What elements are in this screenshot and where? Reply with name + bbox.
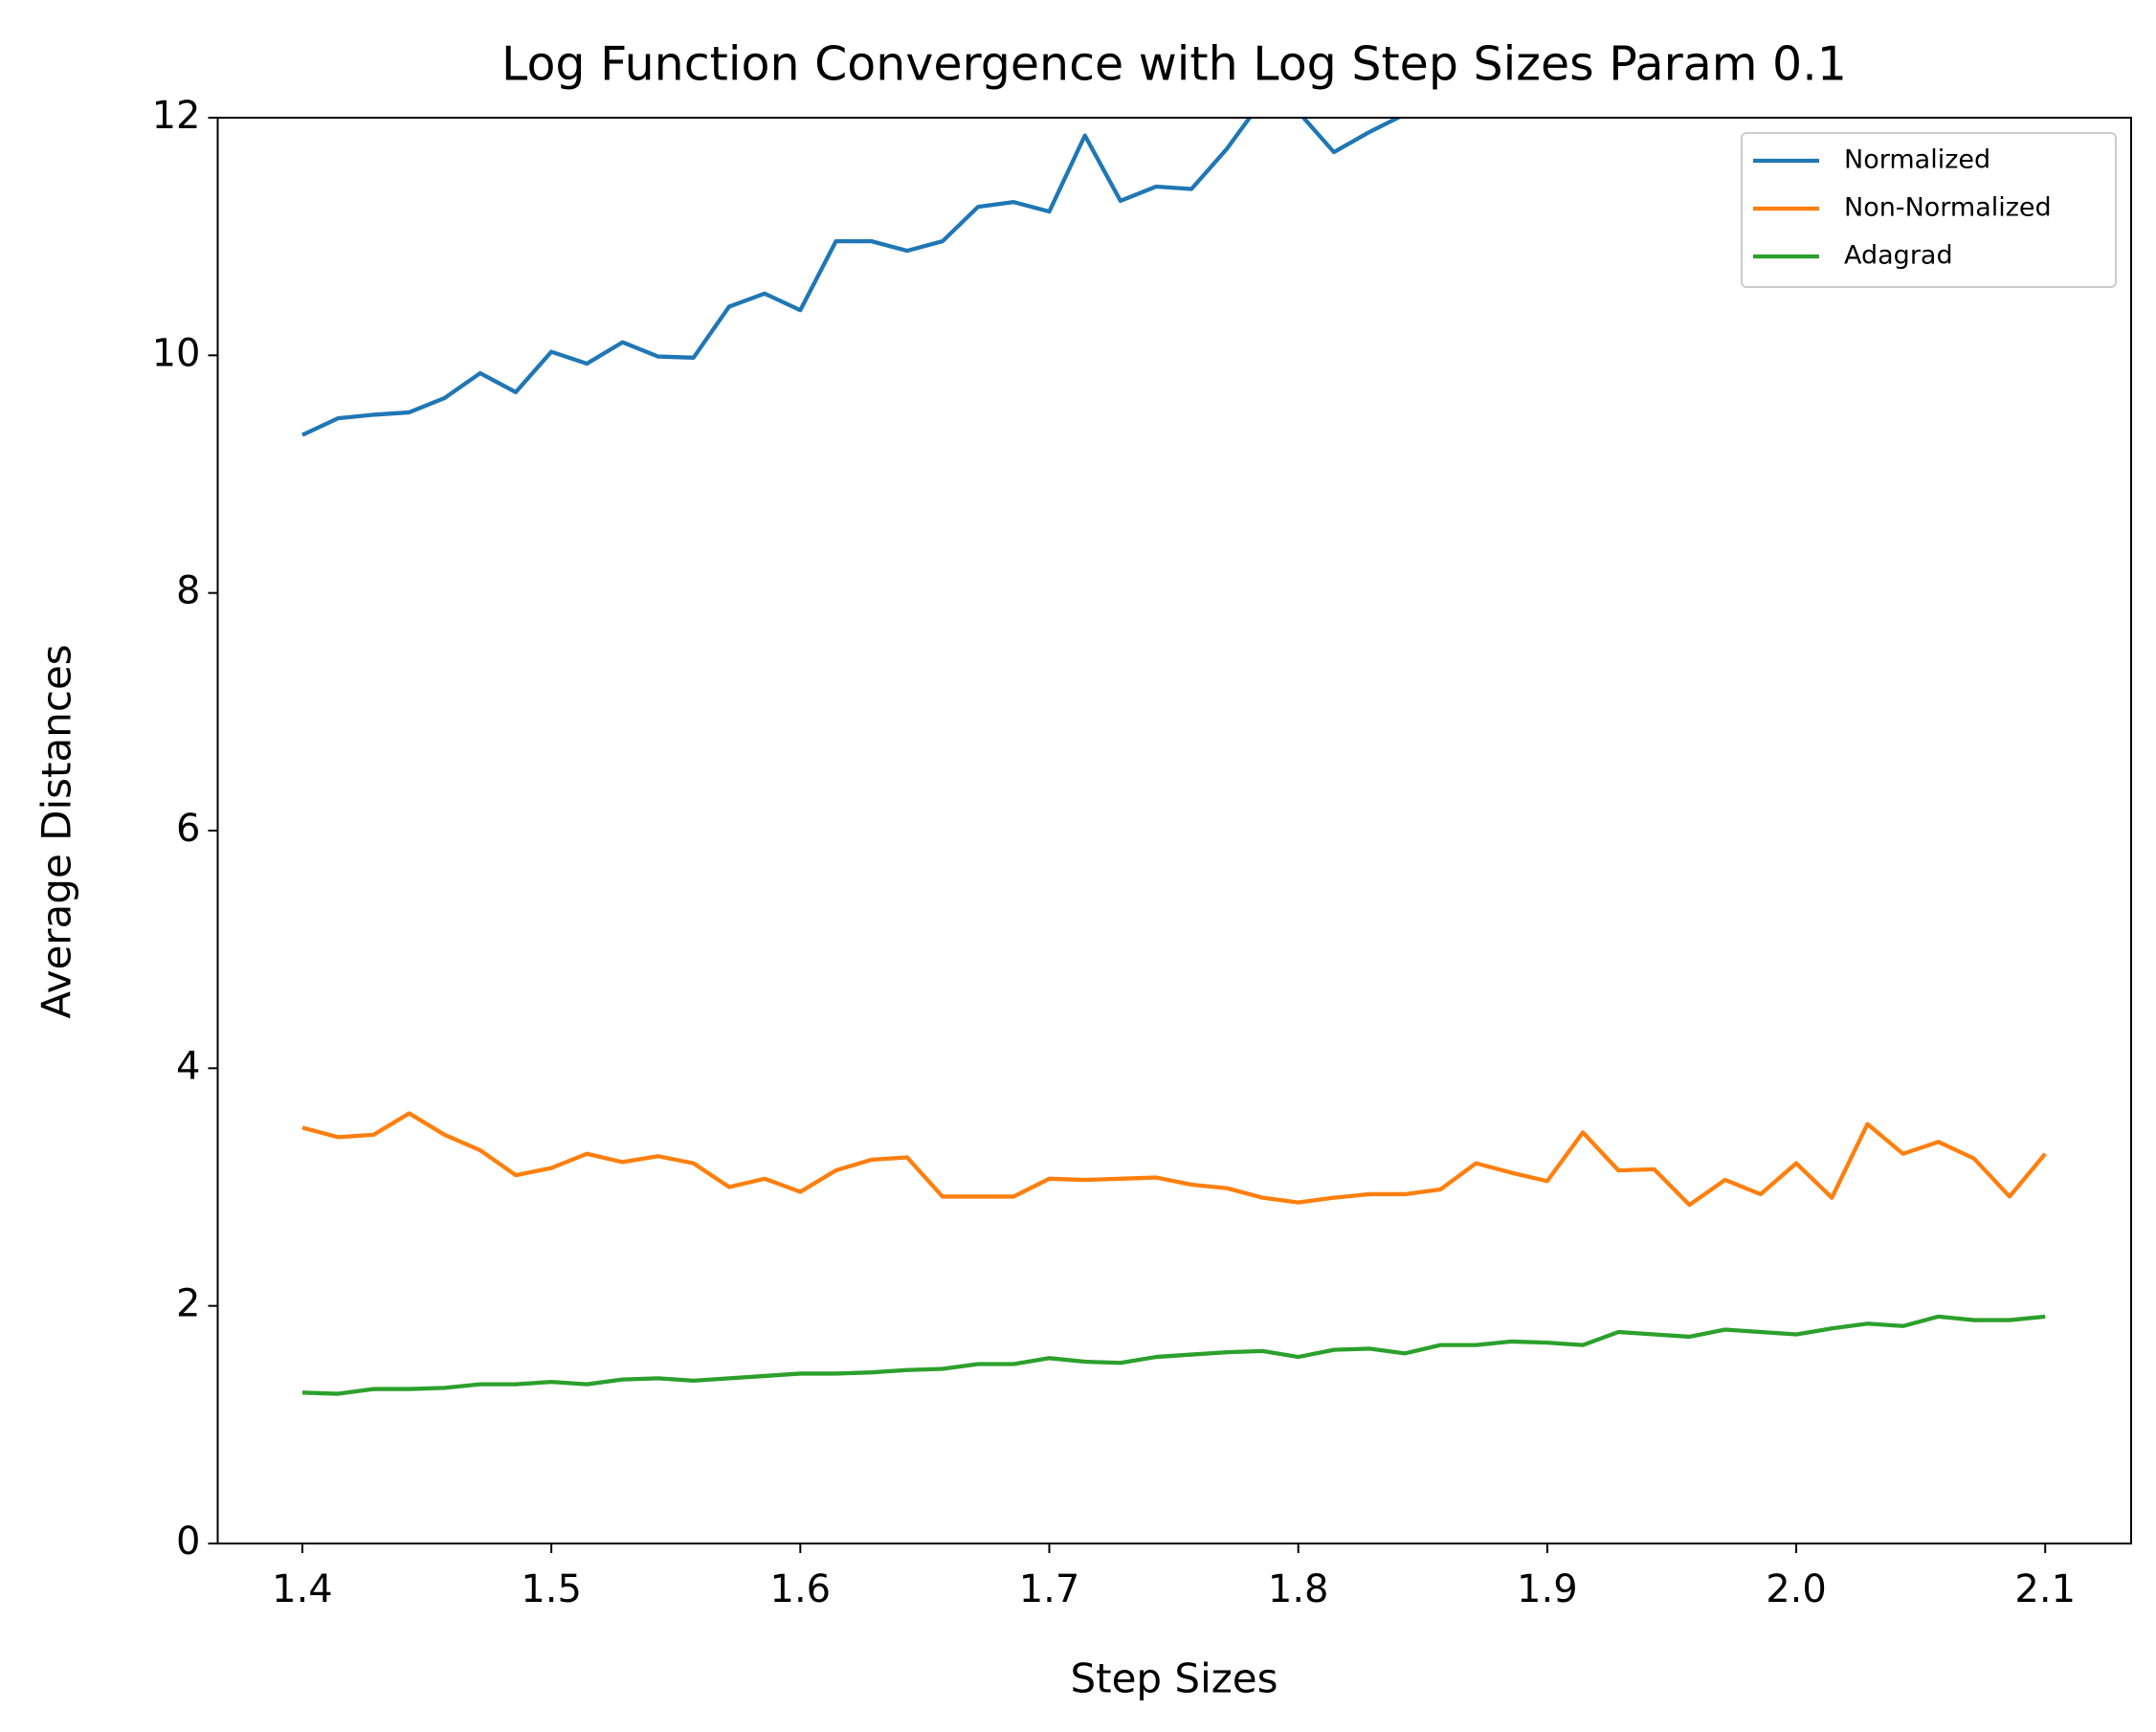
y-tick-label: 6	[176, 807, 200, 851]
x-tick-label: 1.5	[521, 1567, 582, 1611]
y-tick-label: 12	[152, 94, 201, 138]
x-tick-label: 1.6	[770, 1567, 832, 1611]
x-axis-label: Step Sizes	[1070, 1655, 1278, 1702]
x-tick-label: 1.9	[1517, 1567, 1578, 1611]
legend-label: Adagrad	[1844, 241, 1953, 271]
y-tick-label: 0	[176, 1520, 200, 1564]
y-tick-label: 4	[176, 1044, 200, 1088]
chart-title: Log Function Convergence with Log Step S…	[501, 37, 1847, 92]
x-tick-label: 2.1	[2014, 1567, 2076, 1611]
plot-area	[301, 118, 2047, 1396]
y-axis-label: Average Distances	[33, 644, 80, 1018]
x-tick-label: 1.7	[1019, 1567, 1080, 1611]
x-tick-label: 1.8	[1268, 1567, 1329, 1611]
legend-label: Normalized	[1844, 145, 1990, 175]
data-line	[301, 118, 1403, 437]
x-tick-label: 1.4	[272, 1567, 333, 1611]
legend-box	[1741, 132, 2117, 288]
data-line	[301, 1111, 2047, 1208]
axes-frame	[216, 117, 2132, 1544]
y-tick-label: 10	[152, 331, 201, 375]
data-line	[301, 1314, 2046, 1396]
y-tick-label: 8	[176, 569, 200, 613]
y-tick-label: 2	[176, 1282, 200, 1326]
x-tick-label: 2.0	[1766, 1567, 1827, 1611]
legend-label: Non-Normalized	[1844, 193, 2052, 223]
